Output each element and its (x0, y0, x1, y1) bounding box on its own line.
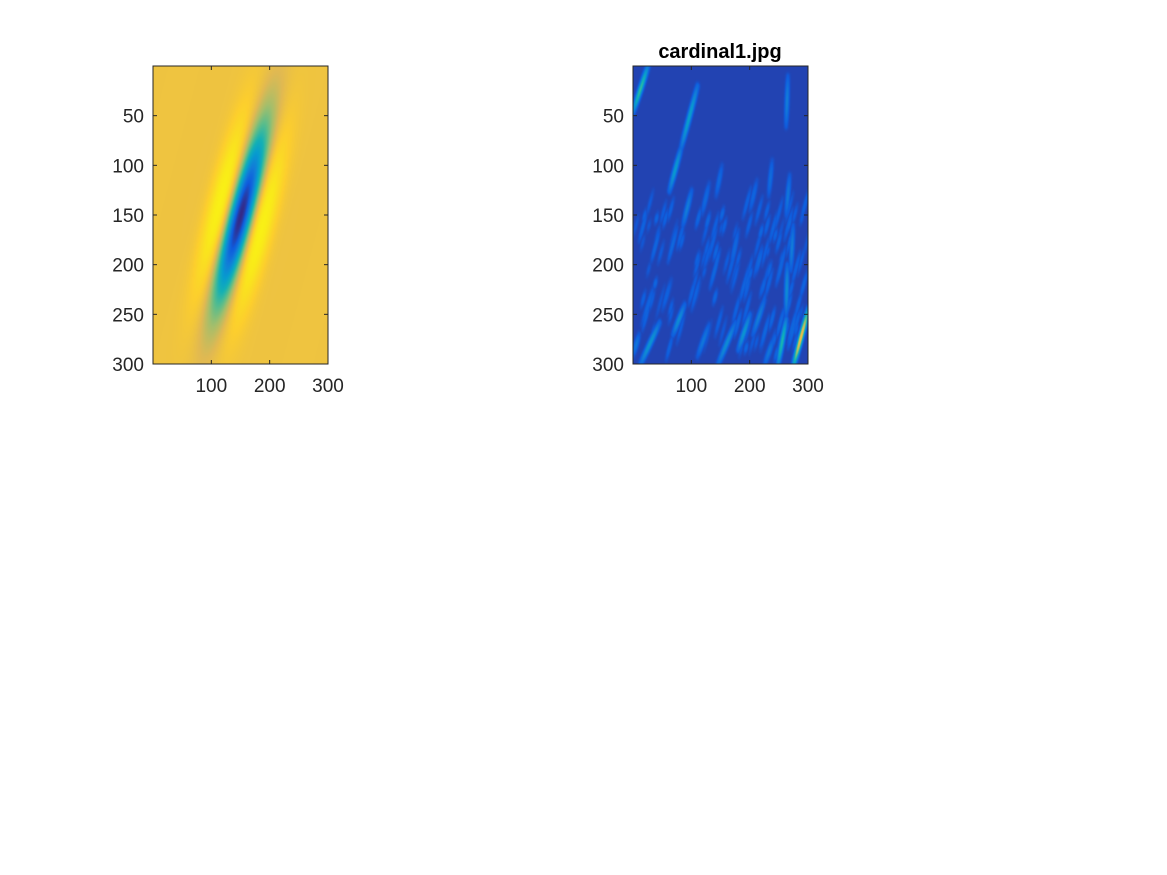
ytick-label: 250 (112, 305, 144, 326)
ytick-label: 150 (112, 206, 144, 227)
ytick-label: 100 (112, 156, 144, 177)
subplot-gabor-kernel: 100 200 300 50 100 150 200 250 300 (112, 65, 344, 397)
ytick-label: 200 (112, 256, 144, 277)
subplot-cardinal-response: cardinal1.jpg 100 200 300 50 100 150 200 250 300 (592, 41, 824, 397)
ytick-label: 50 (123, 107, 144, 128)
subplot-1-axes-box (152, 65, 329, 365)
subplot-2-title: cardinal1.jpg (658, 41, 781, 63)
ytick-label: 250 (592, 305, 624, 326)
xtick-label: 200 (734, 376, 766, 397)
subplot-2-ticks: 100 200 300 50 100 150 200 250 300 (592, 66, 824, 397)
xtick-label: 200 (254, 376, 286, 397)
xtick-label: 100 (675, 376, 707, 397)
ytick-label: 300 (112, 355, 144, 376)
cardinal-response-image (633, 66, 808, 364)
subplot-2-axes-box (632, 65, 809, 365)
ytick-label: 200 (592, 256, 624, 277)
gabor-kernel-image (153, 66, 328, 364)
ytick-label: 150 (592, 206, 624, 227)
xtick-label: 100 (195, 376, 227, 397)
xtick-label: 300 (312, 376, 344, 397)
xtick-label: 300 (792, 376, 824, 397)
subplot-1-ticks: 100 200 300 50 100 150 200 250 300 (112, 66, 344, 397)
ytick-label: 50 (603, 107, 624, 128)
ytick-label: 300 (592, 355, 624, 376)
ytick-label: 100 (592, 156, 624, 177)
